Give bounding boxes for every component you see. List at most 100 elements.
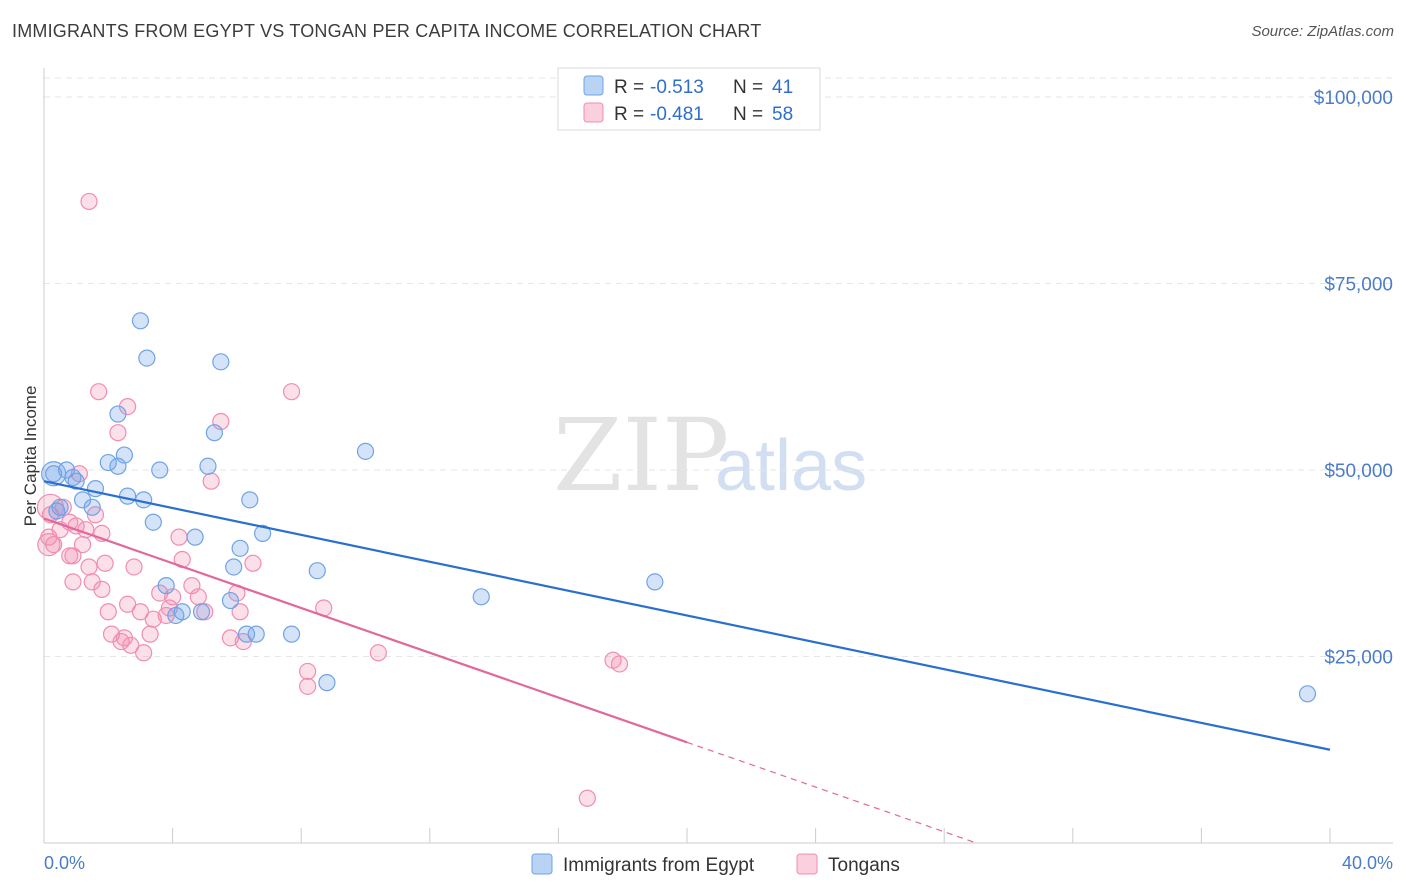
axes: [43, 68, 1393, 844]
legend-r-value-egypt: -0.513: [650, 77, 704, 98]
series-legend-swatch-egypt: [531, 853, 553, 875]
egypt-point: [151, 461, 169, 479]
egypt-point: [356, 442, 375, 460]
egypt-point: [157, 577, 175, 595]
tongan-point: [131, 603, 150, 621]
x-tick-label-min: 0.0%: [44, 853, 85, 873]
tongan-point: [299, 677, 317, 695]
legend-r-value-tongan: -0.481: [650, 104, 704, 125]
y-tick-label: $100,000: [1314, 88, 1393, 109]
tongan-point: [202, 472, 220, 490]
tongan-point: [64, 573, 82, 591]
tongan-point: [244, 554, 262, 572]
tongan-trend-line: [43, 517, 688, 744]
egypt-point: [205, 424, 223, 442]
egypt-point: [646, 573, 664, 591]
tongan-point: [144, 610, 162, 628]
tongan-point: [73, 535, 92, 554]
tongan-point: [135, 644, 153, 662]
egypt-point: [144, 513, 162, 531]
tongan-point: [64, 547, 82, 565]
tongan-point: [118, 595, 137, 613]
egypt-trend-line: [43, 480, 1331, 751]
egypt-point: [86, 480, 105, 498]
tongan-point: [125, 558, 143, 576]
x-tick-labels: 0.0% 40.0%: [44, 853, 1393, 873]
egypt-point: [225, 558, 243, 576]
egypt-point-cluster: [41, 461, 67, 487]
series-legend-label-egypt: Immigrants from Egypt: [563, 855, 755, 876]
egypt-point: [212, 353, 230, 371]
egypt-point: [115, 446, 133, 464]
egypt-points: [41, 312, 1317, 703]
egypt-point: [318, 674, 336, 692]
legend-n-label-egypt: N =: [733, 77, 763, 98]
egypt-point: [472, 588, 490, 606]
tongan-point-cluster: [37, 532, 61, 557]
tongan-points: [36, 192, 629, 807]
tongan-point: [99, 603, 117, 621]
tongan-point: [93, 580, 111, 598]
tongan-point: [90, 383, 108, 401]
y-tick-label: $50,000: [1324, 461, 1393, 482]
legend-r-label-tongan: R =: [614, 104, 644, 125]
egypt-point: [138, 349, 156, 367]
y-tick-label: $75,000: [1324, 275, 1393, 296]
tongan-point: [189, 588, 207, 606]
legend-n-label-tongan: N =: [733, 104, 763, 125]
tongan-point: [610, 655, 629, 673]
egypt-point: [231, 539, 249, 557]
egypt-point: [131, 312, 150, 330]
tongan-point: [369, 644, 387, 662]
series-legend-label-tongan: Tongans: [828, 855, 900, 876]
watermark-zip: ZIP: [553, 397, 729, 514]
y-tick-label: $25,000: [1324, 648, 1393, 669]
series-legend: Immigrants from Egypt Tongans: [531, 853, 900, 876]
tongan-point: [122, 636, 140, 654]
x-tick-label-max: 40.0%: [1342, 853, 1393, 873]
egypt-point: [64, 468, 82, 487]
tongan-point: [80, 192, 98, 211]
egypt-point: [48, 502, 66, 520]
tongan-point: [170, 528, 188, 546]
egypt-point: [1298, 685, 1317, 703]
y-axis-label: Per Capita Income: [21, 386, 40, 527]
egypt-point: [199, 457, 217, 475]
series-legend-swatch-tongan: [796, 853, 818, 875]
egypt-point: [282, 625, 301, 643]
legend-r-label-egypt: R =: [614, 77, 644, 98]
legend-swatch-tongan: [583, 102, 604, 123]
trend-lines: [43, 480, 1331, 844]
legend-swatch-egypt: [583, 75, 604, 96]
egypt-point: [254, 524, 272, 543]
tongan-point: [578, 789, 596, 807]
egypt-point: [173, 603, 191, 621]
y-tick-labels: $25,000 $50,000 $75,000 $100,000: [1314, 88, 1393, 669]
tongan-point: [109, 424, 127, 442]
egypt-point: [192, 603, 211, 621]
tongan-point: [231, 603, 249, 621]
egypt-point: [241, 491, 259, 509]
egypt-point: [247, 625, 265, 643]
source-label: Source: ZipAtlas.com: [1251, 23, 1394, 40]
tongan-point: [80, 558, 98, 576]
watermark-atlas: atlas: [715, 426, 867, 506]
tongan-point: [299, 662, 317, 681]
tongan-trend-extension: [686, 741, 977, 844]
tongan-point: [221, 629, 240, 647]
egypt-point: [118, 487, 137, 505]
egypt-point: [45, 465, 63, 483]
grid-lines: [44, 77, 1393, 657]
egypt-point: [83, 498, 101, 516]
tongan-point: [141, 625, 159, 643]
egypt-point: [308, 562, 326, 580]
tongan-point: [96, 554, 114, 572]
correlation-legend: R = -0.513 N = 41 R = -0.481 N = 58: [557, 67, 821, 131]
tongan-point: [282, 383, 301, 401]
legend-n-value-tongan: 58: [772, 104, 793, 125]
egypt-point: [109, 405, 127, 423]
chart-title: IMMIGRANTS FROM EGYPT VS TONGAN PER CAPI…: [12, 21, 762, 41]
egypt-point: [221, 591, 240, 610]
legend-n-value-egypt: 41: [772, 77, 793, 98]
